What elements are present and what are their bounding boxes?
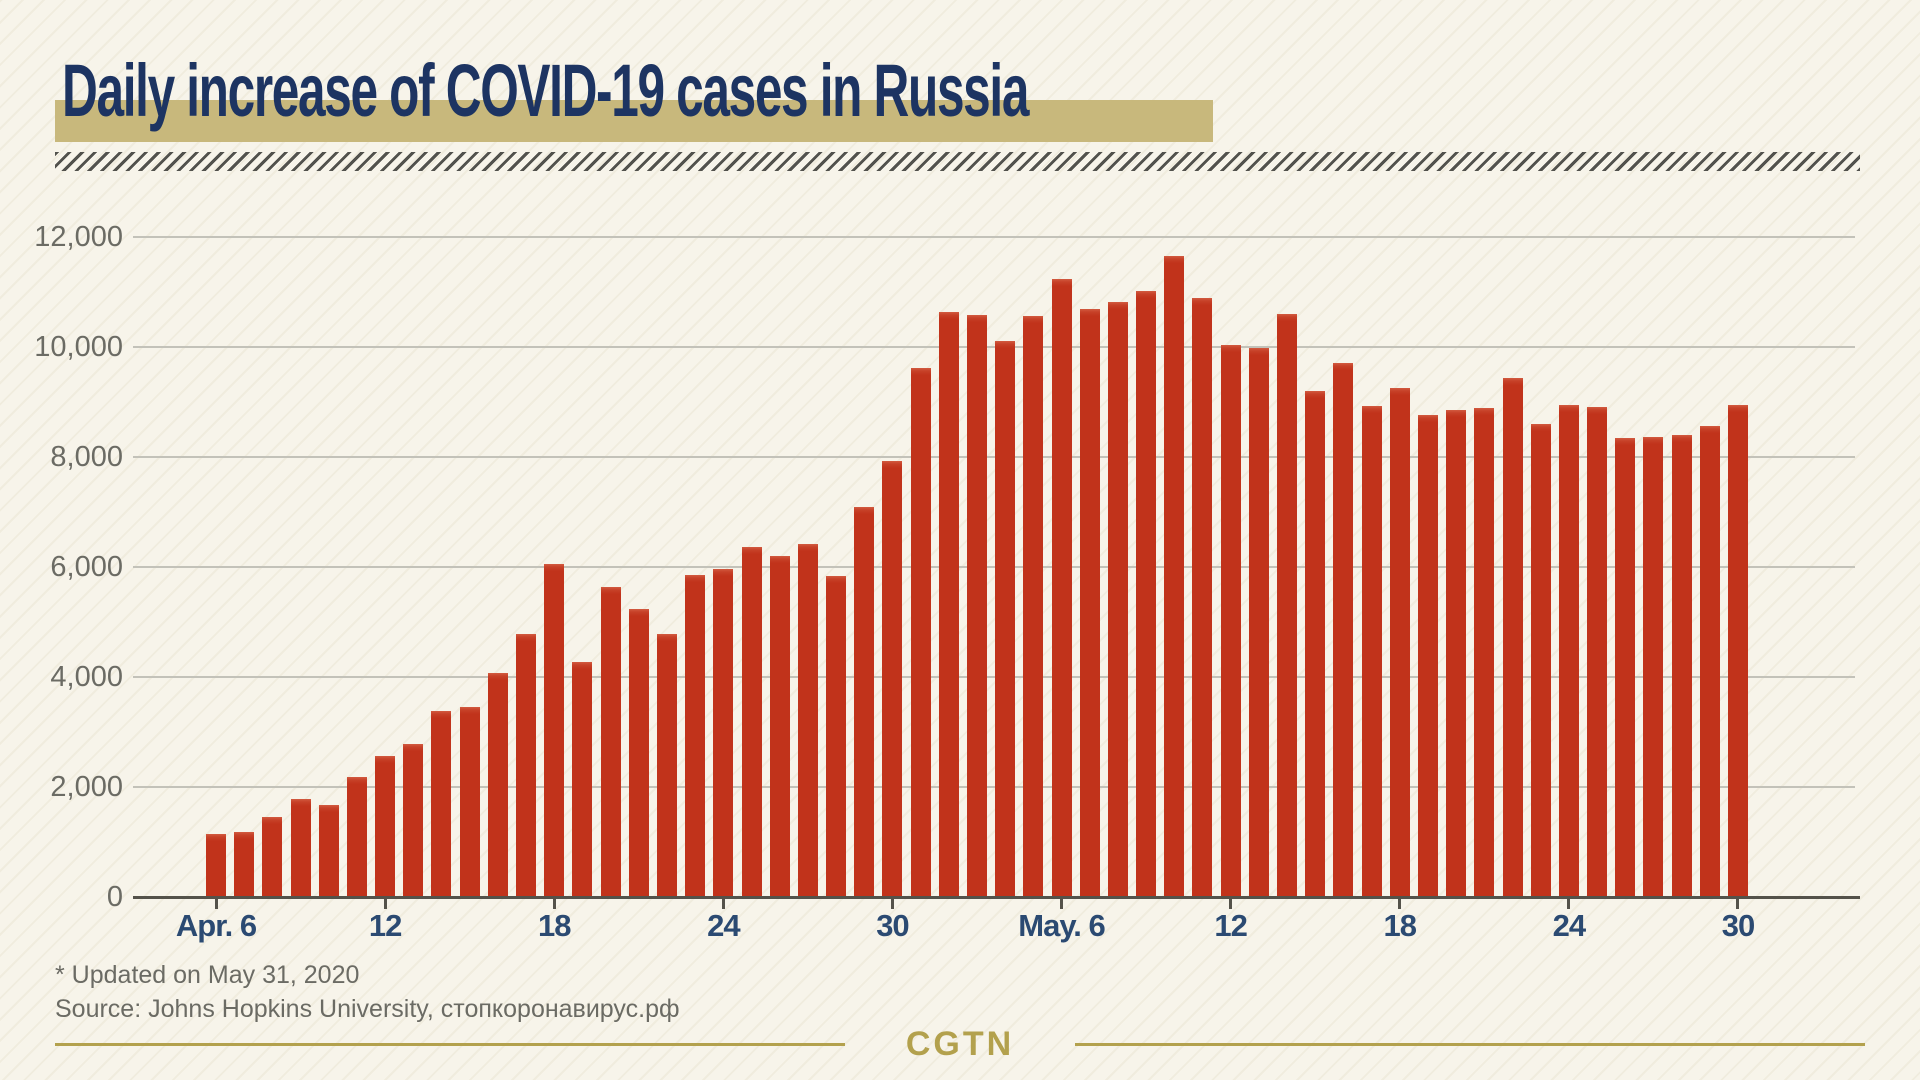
bar (1389, 388, 1410, 897)
title-highlight-band (55, 100, 1213, 142)
bar (1615, 438, 1636, 897)
cgtn-logo: CGTN (905, 1025, 1015, 1063)
bar (1558, 405, 1579, 897)
y-axis-label: 12,000 (34, 221, 123, 253)
bar (797, 544, 818, 897)
bar (741, 547, 762, 897)
x-tick-label: 18 (537, 908, 571, 943)
x-tick-label: 24 (707, 908, 740, 943)
x-tick (552, 899, 556, 909)
bar (1248, 348, 1269, 897)
x-tick (890, 899, 894, 909)
bar (854, 507, 875, 897)
x-tick (214, 899, 218, 909)
bar (206, 834, 226, 897)
bar (346, 777, 367, 897)
bar (1305, 391, 1326, 897)
bar (1530, 424, 1551, 897)
x-tick-label: Apr. 6 (175, 908, 257, 943)
y-axis-label: 6,000 (50, 551, 123, 583)
y-axis-label: 2,000 (50, 771, 123, 803)
bar (516, 634, 537, 897)
x-tick (1229, 899, 1233, 909)
bar (1277, 314, 1298, 897)
bar (459, 707, 480, 897)
bar (628, 609, 649, 897)
bar (1446, 410, 1467, 897)
gridline (133, 236, 1855, 238)
bar (910, 368, 931, 897)
bar (1164, 256, 1185, 897)
y-axis-label: 10,000 (34, 331, 123, 363)
bar (290, 799, 311, 897)
bar (544, 564, 565, 897)
x-tick-label: 30 (1721, 908, 1755, 943)
x-tick (721, 899, 725, 909)
bar (1699, 426, 1720, 897)
footer-rule-right (1075, 1043, 1865, 1046)
bar (1474, 408, 1495, 897)
source-note: Source: Johns Hopkins University, стопко… (55, 995, 680, 1023)
bar (826, 576, 847, 897)
bar (1502, 378, 1523, 897)
bar (1220, 345, 1241, 897)
bar (1361, 406, 1382, 897)
bar (1417, 415, 1438, 897)
footer-rule-left (55, 1043, 845, 1046)
x-tick (383, 899, 387, 909)
bar (1671, 435, 1692, 897)
x-tick-label: 18 (1383, 908, 1417, 943)
bar (1079, 309, 1100, 897)
gridline (133, 346, 1855, 348)
bar (487, 673, 508, 897)
bar (966, 315, 987, 897)
x-tick (1567, 899, 1571, 909)
gridline (133, 456, 1855, 458)
bar (656, 634, 677, 897)
hatch-divider (55, 152, 1860, 171)
x-tick-label: 12 (1214, 908, 1247, 943)
bar (713, 569, 734, 897)
x-axis-line (133, 896, 1860, 899)
bar (1136, 291, 1157, 897)
bar (1023, 316, 1044, 897)
updated-note: * Updated on May 31, 2020 (55, 961, 360, 989)
bar (1051, 279, 1072, 897)
y-axis-label: 0 (106, 881, 123, 913)
gridline (133, 566, 1855, 568)
gridline (133, 676, 1855, 678)
x-tick-label: 12 (368, 908, 402, 943)
x-tick (1060, 899, 1064, 909)
page-title: Daily increase of COVID-19 cases in Russ… (62, 49, 1029, 132)
x-tick (1736, 899, 1740, 909)
bar (375, 756, 396, 897)
bar (1333, 363, 1354, 897)
x-tick-label: 30 (876, 908, 909, 943)
bar (262, 817, 283, 897)
bar (1727, 405, 1748, 897)
bar (600, 587, 621, 897)
bar (685, 575, 706, 897)
gridline (133, 786, 1855, 788)
bar (1643, 437, 1664, 897)
x-tick (1398, 899, 1402, 909)
x-tick-label: May. 6 (1018, 908, 1105, 943)
bar (403, 744, 424, 897)
bar (769, 556, 790, 897)
bar (938, 312, 959, 897)
bar (882, 461, 903, 897)
y-axis-label: 4,000 (50, 661, 123, 693)
bar (234, 832, 255, 897)
x-tick-label: 24 (1552, 908, 1586, 943)
y-axis-label: 8,000 (50, 441, 123, 473)
bar (431, 711, 452, 897)
bar (318, 805, 339, 897)
bar (1192, 298, 1213, 897)
bar (995, 341, 1016, 897)
bar (1107, 302, 1128, 897)
bar (572, 662, 593, 897)
bar (1587, 407, 1608, 897)
